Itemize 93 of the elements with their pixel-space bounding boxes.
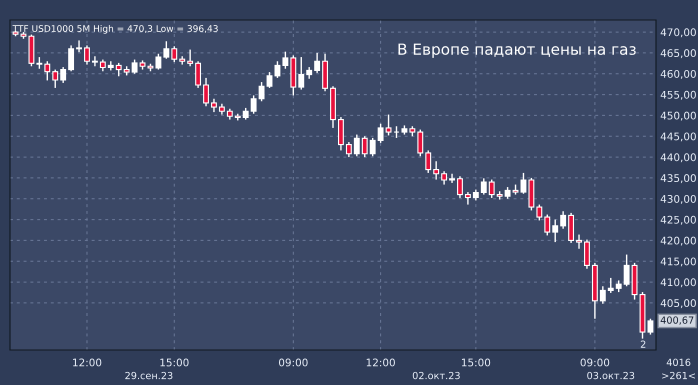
candlestick: [512, 184, 518, 196]
candlestick: [203, 77, 209, 107]
candlestick: [84, 44, 90, 66]
candlestick: [504, 186, 511, 200]
candlestick: [100, 58, 106, 72]
candlestick: [624, 254, 630, 287]
y-tick-label: 470,00: [660, 28, 696, 38]
annotation: 2: [640, 340, 646, 348]
candlestick: [536, 204, 542, 222]
candlestick: [68, 44, 74, 72]
text: 02.окт.23: [412, 372, 460, 380]
candlestick: [108, 60, 114, 72]
candlestick: [44, 60, 50, 82]
y-tick-label: 410,00: [660, 278, 696, 288]
candlestick: [52, 68, 58, 89]
candlestick: [124, 66, 130, 76]
x-tick-label: 15:00: [160, 358, 189, 366]
candlestick: [480, 178, 487, 196]
y-tick-label: 405,00: [660, 299, 696, 308]
y-tick-label: 425,00: [660, 216, 696, 225]
candlestick: [218, 103, 225, 116]
y-tick-label: 415,00: [660, 257, 696, 266]
y-tick-label: 455,00: [660, 90, 696, 100]
y-tick-label: 460,00: [660, 70, 696, 79]
candlestick: [600, 286, 606, 304]
candlestick: [195, 60, 202, 89]
candlestick: [441, 170, 448, 186]
candlestick: [417, 128, 424, 157]
text: 03.окт.23: [587, 372, 634, 380]
candlestick: [433, 160, 440, 180]
candlestick: [354, 134, 360, 157]
annotation: 400,67: [660, 316, 694, 325]
candlestick: [314, 52, 320, 74]
x-tick-label: 09:00: [580, 358, 610, 366]
y-tick-label: 440,00: [660, 153, 696, 162]
candlestick: [250, 94, 257, 114]
candlestick: [378, 123, 384, 144]
candlestick: [457, 176, 463, 199]
y-tick-label: 450,00: [660, 112, 696, 121]
text: 29.сен.23: [125, 372, 172, 380]
candlestick: [472, 188, 479, 202]
candlestick: [163, 40, 170, 60]
y-tick-label: 445,00: [660, 132, 696, 142]
candlestick: [386, 114, 392, 136]
candlestick: [266, 71, 272, 89]
text: 4016: [666, 358, 690, 366]
candlestick: [242, 107, 249, 120]
y-tick-label: 435,00: [660, 174, 696, 184]
x-tick-label: 15:00: [462, 358, 490, 366]
candlestick: [520, 172, 526, 194]
candlestick: [394, 126, 400, 139]
candlestick: [425, 150, 432, 174]
candlestick: [258, 81, 265, 102]
candlestick: [60, 66, 66, 84]
candlestick: [274, 60, 280, 79]
candlestick: [608, 277, 614, 294]
candlestick: [187, 48, 194, 67]
candlestick: [488, 178, 495, 199]
candlestick: [92, 56, 98, 67]
candlestick: [298, 56, 304, 90]
text: >261<: [662, 372, 696, 380]
candlestick: [306, 66, 312, 80]
text: В Европе падают цены на газ: [398, 44, 636, 58]
candlestick: [132, 58, 138, 74]
candlestick: [140, 60, 146, 70]
y-tick-label: 420,00: [660, 236, 696, 246]
x-tick-label: 12:00: [366, 358, 395, 366]
y-tick-label: 465,00: [660, 49, 696, 58]
candlestick: [171, 46, 178, 63]
candlestick: [449, 173, 455, 184]
candlestick: [409, 126, 416, 137]
candlestick: [584, 238, 590, 270]
x-tick-label: 12:00: [73, 358, 102, 366]
candlestick: [401, 124, 408, 136]
candlestick: [544, 214, 550, 236]
candlestick: [552, 218, 558, 243]
text: TTF USD1000 5M High = 470,3 Low = 396,43: [12, 24, 218, 34]
y-tick-label: 430,00: [660, 194, 696, 204]
candlestick: [155, 53, 162, 70]
candlestick: [648, 318, 654, 336]
candlestick: [616, 280, 622, 293]
candlestick: [211, 98, 217, 113]
candlestick: [370, 137, 376, 157]
x-tick-label: 09:00: [278, 358, 308, 366]
candlestick: [116, 62, 122, 77]
candlestick: [226, 108, 233, 120]
candlestick: [346, 141, 352, 158]
candlestick: [464, 191, 471, 206]
candlestick: [560, 210, 566, 230]
candlestick: [76, 40, 82, 53]
candlestick: [362, 136, 368, 158]
candlestick: [282, 50, 288, 70]
candlestick: [576, 234, 582, 250]
